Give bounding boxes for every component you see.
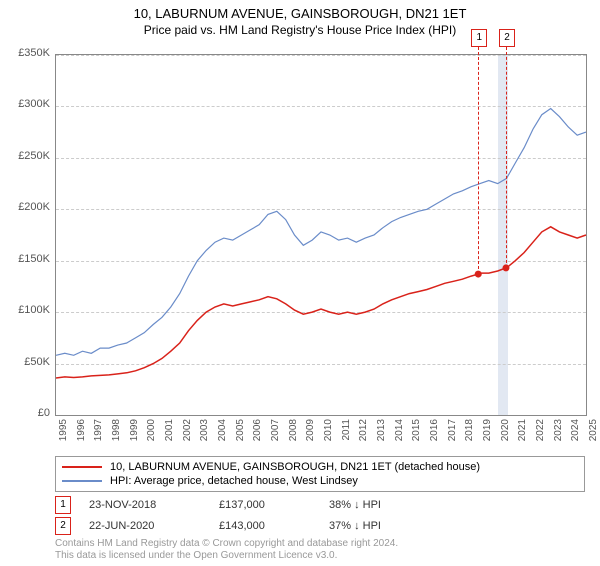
x-axis-label: 2008: [288, 419, 299, 449]
x-axis-label: 2025: [588, 419, 599, 449]
x-axis-label: 2018: [464, 419, 475, 449]
x-axis-label: 1996: [76, 419, 87, 449]
data-row-marker: 2: [55, 517, 71, 535]
y-axis-label: £250K: [5, 150, 50, 162]
legend-label: HPI: Average price, detached house, West…: [110, 475, 358, 487]
x-axis-label: 2017: [447, 419, 458, 449]
x-axis-label: 2022: [535, 419, 546, 449]
x-axis-label: 1997: [93, 419, 104, 449]
footer-attribution: Contains HM Land Registry data © Crown c…: [55, 538, 398, 562]
chart-container: 10, LABURNUM AVENUE, GAINSBOROUGH, DN21 …: [0, 6, 600, 566]
x-axis-label: 2010: [323, 419, 334, 449]
marker-label: 2: [499, 29, 515, 47]
y-axis-label: £200K: [5, 201, 50, 213]
legend-row: 10, LABURNUM AVENUE, GAINSBOROUGH, DN21 …: [62, 460, 578, 474]
legend-swatch: [62, 466, 102, 468]
x-axis-label: 2007: [270, 419, 281, 449]
x-axis-label: 2000: [146, 419, 157, 449]
legend-swatch: [62, 480, 102, 482]
x-axis-label: 2002: [182, 419, 193, 449]
x-axis-label: 1998: [111, 419, 122, 449]
data-row-date: 22-JUN-2020: [89, 520, 219, 532]
x-axis-label: 2023: [553, 419, 564, 449]
y-axis-label: £300K: [5, 98, 50, 110]
x-axis-label: 2001: [164, 419, 175, 449]
x-axis-label: 2006: [252, 419, 263, 449]
x-axis-label: 2015: [411, 419, 422, 449]
x-axis-label: 2016: [429, 419, 440, 449]
x-axis-label: 2009: [305, 419, 316, 449]
x-axis-label: 1995: [58, 419, 69, 449]
x-axis-label: 2012: [358, 419, 369, 449]
plot-area: 12: [55, 54, 587, 416]
legend-row: HPI: Average price, detached house, West…: [62, 474, 578, 488]
x-axis-label: 2024: [570, 419, 581, 449]
footer-line: Contains HM Land Registry data © Crown c…: [55, 538, 398, 550]
data-row-date: 23-NOV-2018: [89, 499, 219, 511]
y-axis-label: £0: [5, 407, 50, 419]
x-axis-label: 1999: [129, 419, 140, 449]
marker-dropline: [506, 47, 507, 268]
y-axis-label: £150K: [5, 253, 50, 265]
marker-label: 1: [471, 29, 487, 47]
data-row-marker: 1: [55, 496, 71, 514]
x-axis-label: 2019: [482, 419, 493, 449]
legend-label: 10, LABURNUM AVENUE, GAINSBOROUGH, DN21 …: [110, 461, 480, 473]
x-axis-label: 2013: [376, 419, 387, 449]
x-axis-label: 2014: [394, 419, 405, 449]
data-row-pct: 37% ↓ HPI: [329, 520, 429, 532]
marker-data-table: 1 23-NOV-2018£137,00038% ↓ HPI 2 22-JUN-202…: [55, 496, 429, 538]
x-axis-label: 2011: [341, 419, 352, 449]
data-row: 1 23-NOV-2018£137,00038% ↓ HPI: [55, 496, 429, 514]
data-row-price: £137,000: [219, 499, 329, 511]
x-axis-label: 2020: [500, 419, 511, 449]
y-axis-label: £50K: [5, 356, 50, 368]
x-axis-label: 2005: [235, 419, 246, 449]
marker-dropline: [478, 47, 479, 274]
data-row: 2 22-JUN-2020£143,00037% ↓ HPI: [55, 517, 429, 535]
data-row-price: £143,000: [219, 520, 329, 532]
y-axis-label: £350K: [5, 47, 50, 59]
x-axis-label: 2004: [217, 419, 228, 449]
data-row-pct: 38% ↓ HPI: [329, 499, 429, 511]
footer-line: This data is licensed under the Open Gov…: [55, 550, 398, 562]
x-axis-label: 2021: [517, 419, 528, 449]
chart-title: 10, LABURNUM AVENUE, GAINSBOROUGH, DN21 …: [0, 6, 600, 21]
x-axis-label: 2003: [199, 419, 210, 449]
y-axis-label: £100K: [5, 304, 50, 316]
legend: 10, LABURNUM AVENUE, GAINSBOROUGH, DN21 …: [55, 456, 585, 492]
